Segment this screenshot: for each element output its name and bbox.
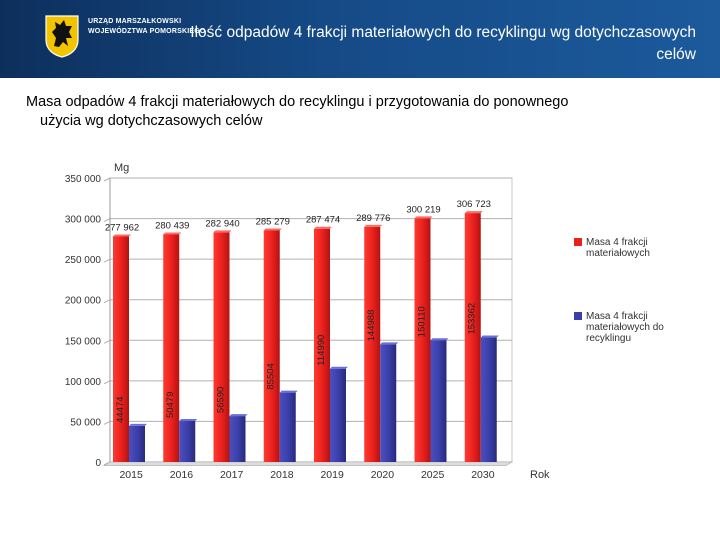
bar-series2-2030 (480, 337, 497, 462)
org-line-2: WOJEWÓDZTWA POMORSKIEGO (88, 28, 206, 35)
data-label-series2-2019: 114990 (316, 335, 327, 366)
data-label-series2-2025: 150110 (417, 306, 428, 337)
bar-series1-2030 (464, 213, 481, 462)
y-tick-label: 250 000 (65, 255, 102, 266)
page-title: Ilość odpadów 4 frakcji materiałowych do… (190, 24, 696, 63)
gridline-depth (103, 177, 111, 182)
x-tick-label-2020: 2020 (371, 469, 395, 481)
y-tick-label: 300 000 (65, 215, 102, 226)
x-tick-label-2016: 2016 (170, 469, 194, 481)
data-label-series1-2019: 287 474 (306, 215, 340, 226)
bar-top-series2-2017 (229, 414, 248, 417)
gridline-depth (103, 420, 111, 425)
data-label-series1-2018: 285 279 (256, 217, 290, 228)
gridline-depth (103, 218, 111, 223)
bar-series2-2016 (179, 421, 196, 462)
bar-series2-2025 (430, 340, 447, 462)
bar-top-series1-2030 (464, 211, 483, 214)
y-tick-label: 50 000 (70, 417, 101, 428)
description-line-1: Masa odpadów 4 frakcji materiałowych do … (26, 94, 569, 110)
legend-label-series2-line2: materiałowych do (586, 322, 664, 333)
bar-top-series2-2018 (279, 390, 298, 393)
chart-floor (102, 461, 514, 466)
bar-top-series1-2016 (163, 232, 182, 235)
bar-top-series2-2019 (330, 366, 348, 369)
x-tick-label-2017: 2017 (220, 469, 244, 481)
data-label-series2-2018: 85504 (266, 363, 277, 389)
bar-series1-2016 (163, 234, 180, 462)
y-tick-label: 100 000 (65, 377, 102, 388)
data-label-series1-2015: 277 962 (105, 222, 139, 233)
bar-series2-2019 (330, 368, 346, 462)
legend-label-series1-line1: Masa 4 frakcji (586, 237, 648, 248)
bar-top-series2-2015 (129, 423, 147, 426)
data-label-series2-2016: 50479 (165, 392, 176, 418)
x-tick-label-2025: 2025 (421, 469, 445, 481)
bar-top-series2-2025 (430, 338, 449, 341)
bar-series1-2018 (263, 230, 280, 462)
bar-top-series1-2020 (364, 224, 383, 227)
bar-series1-2025 (414, 218, 431, 462)
bar-top-series2-2016 (179, 419, 198, 422)
bar-series1-2015 (113, 236, 129, 462)
bar-top-series2-2030 (480, 335, 499, 338)
bar-top-series1-2018 (263, 228, 282, 231)
y-tick-label: 150 000 (65, 336, 102, 347)
griffin-crest-icon (45, 15, 79, 58)
bar-series2-2018 (279, 392, 296, 462)
data-label-series1-2030: 306 723 (457, 199, 491, 210)
legend-swatch-series2 (574, 312, 582, 320)
data-label-series2-2030: 153362 (467, 303, 478, 335)
gridline-depth (103, 299, 111, 304)
bar-series1-2019 (314, 228, 330, 462)
x-axis-title: Rok (530, 469, 550, 481)
bar-series2-2015 (129, 425, 145, 462)
x-tick-label-2019: 2019 (320, 469, 344, 481)
legend-label-series1-line2: materiałowych (586, 248, 650, 259)
org-line-1: URZĄD MARSZAŁKOWSKI (88, 18, 182, 25)
data-label-series1-2016: 280 439 (155, 220, 189, 231)
bar-series2-2020 (380, 344, 397, 462)
bar-series1-2017 (213, 232, 230, 462)
data-label-series2-2015: 44474 (115, 396, 126, 422)
chart-description: Masa odpadów 4 frakcji materiałowych do … (26, 93, 694, 131)
bar-top-series1-2025 (414, 216, 433, 219)
organization-name: URZĄD MARSZAŁKOWSKI WOJEWÓDZTWA POMORSKI… (88, 17, 206, 37)
data-label-series1-2017: 282 940 (205, 218, 239, 229)
x-tick-label-2015: 2015 (119, 469, 143, 481)
gridline-depth (103, 258, 111, 263)
gridline-depth (103, 380, 111, 385)
legend-swatch-series1 (574, 238, 582, 246)
header-banner: URZĄD MARSZAŁKOWSKI WOJEWÓDZTWA POMORSKI… (0, 0, 720, 78)
bar-top-series1-2017 (213, 230, 232, 233)
y-tick-label: 200 000 (65, 296, 102, 307)
x-tick-label-2018: 2018 (270, 469, 294, 481)
bar-series2-2017 (229, 416, 246, 462)
data-label-series1-2025: 300 219 (406, 204, 440, 215)
description-line-2: użycia wg dotychczasowych celów (40, 113, 263, 129)
legend-label-series2-line1: Masa 4 frakcji (586, 311, 648, 322)
data-label-series2-2017: 56590 (216, 387, 227, 413)
y-tick-label: 0 (95, 458, 101, 469)
data-label-series2-2020: 144988 (366, 310, 377, 342)
bar-top-series1-2015 (113, 234, 131, 237)
bar-series1-2020 (364, 226, 381, 462)
x-tick-label-2030: 2030 (471, 469, 495, 481)
y-tick-label: 350 000 (65, 174, 102, 185)
bar-top-series2-2020 (380, 342, 399, 345)
data-label-series1-2020: 289 776 (356, 213, 390, 224)
bar-top-series1-2019 (314, 226, 332, 229)
legend-label-series2-line3: recyklingu (586, 333, 631, 344)
y-axis-title: Mg (114, 162, 129, 174)
gridline-depth (103, 339, 111, 344)
